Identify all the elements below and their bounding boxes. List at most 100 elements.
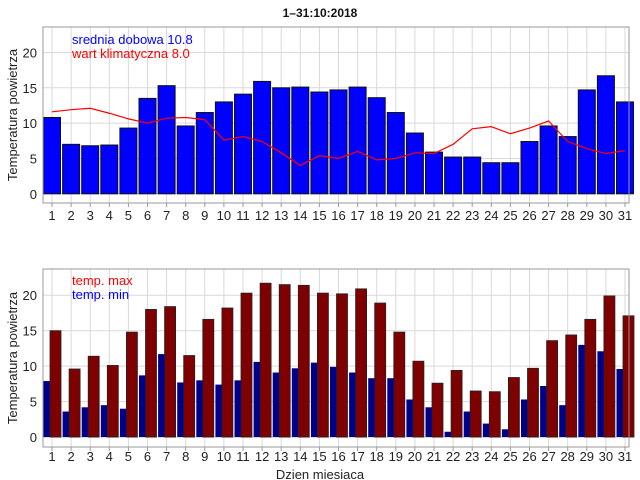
x-tick-label: 24 [484,208,498,223]
x-tick-label: 8 [182,449,189,464]
x-tick-label: 28 [560,449,574,464]
legend-climate: wart klimatyczna 8.0 [71,46,190,61]
max-bar-day-10 [221,307,234,438]
x-tick-label: 5 [125,449,132,464]
y-tick-label: 10 [23,359,37,374]
y-tick-label: 15 [23,81,37,96]
x-tick-label: 23 [465,449,479,464]
x-tick-label: 15 [312,208,326,223]
x-tick-label: 6 [144,449,151,464]
bar-day-19 [386,112,405,195]
max-bar-day-20 [412,360,425,438]
max-bar-day-25 [507,377,520,438]
bar-day-5 [119,127,138,195]
bar-day-2 [62,143,81,195]
max-bar-day-9 [202,318,215,438]
min-bar-day-24 [482,423,491,438]
x-tick-label: 2 [67,208,74,223]
x-tick-label: 18 [369,208,383,223]
min-bar-day-27 [540,386,549,438]
max-bar-day-16 [336,293,348,438]
x-tick-label: 19 [389,449,403,464]
min-bar-day-14 [291,368,300,438]
x-tick-label: 11 [236,208,250,223]
chart-title: 1–31:10:2018 [283,6,358,20]
bar-day-9 [195,112,214,195]
max-bar-day-1 [49,330,62,438]
bar-day-14 [291,86,310,195]
max-bar-day-28 [565,334,578,438]
bar-day-21 [425,151,443,195]
x-tick-label: 19 [389,208,403,223]
x-tick-label: 11 [236,449,250,464]
min-bar-day-28 [559,405,568,438]
x-tick-label: 25 [503,208,517,223]
legend-mean: srednia dobowa 10.8 [72,32,193,47]
x-tick-label: 13 [274,208,288,223]
x-tick-label: 14 [293,208,307,223]
legend-max: temp. max [72,273,133,288]
x-tick-label: 4 [106,208,113,223]
bar-day-16 [329,89,348,195]
bar-day-1 [43,116,61,195]
min-bar-day-31 [616,368,625,438]
min-bar-day-5 [119,408,128,438]
legend-min: temp. min [72,287,129,302]
y-axis-label-bottom: Temperatura powietrza [5,291,20,424]
min-bar-day-13 [272,372,281,438]
bar-day-18 [367,97,386,195]
x-tick-label: 2 [67,449,74,464]
max-bar-day-15 [316,292,329,438]
min-bar-day-15 [310,362,319,438]
max-bar-day-13 [278,284,291,438]
x-tick-label: 9 [201,208,208,223]
min-bar-day-22 [444,431,453,438]
bar-day-8 [176,125,195,195]
x-tick-label: 22 [446,449,460,464]
min-bar-day-4 [100,405,109,438]
x-tick-label: 3 [87,208,94,223]
max-bar-day-21 [431,382,444,438]
bar-day-3 [81,145,100,195]
x-tick-label: 30 [599,449,613,464]
bar-day-20 [405,132,424,195]
y-tick-label: 10 [23,116,37,131]
x-tick-label: 28 [560,208,574,223]
x-tick-label: 27 [541,449,555,464]
x-tick-label: 30 [599,208,613,223]
y-tick-label: 0 [30,187,37,202]
x-tick-label: 17 [350,449,364,464]
x-tick-label: 4 [106,449,113,464]
x-tick-label: 9 [201,449,208,464]
bar-day-31 [616,101,634,195]
min-bar-day-25 [501,429,510,438]
x-tick-label: 6 [144,208,151,223]
x-tick-label: 3 [87,449,94,464]
climate-norm-line [51,107,626,167]
x-tick-label: 16 [331,449,345,464]
bar-day-23 [463,156,482,195]
min-bar-day-1 [43,381,52,438]
x-axis-label: Dzien miesiaca [276,467,365,480]
max-bar-day-24 [488,391,501,438]
x-tick-label: 21 [427,208,441,223]
bar-day-7 [157,85,176,195]
max-bar-day-2 [68,368,81,438]
plot-frame [42,268,630,448]
x-tick-label: 14 [293,449,307,464]
min-bar-day-21 [425,407,434,438]
min-bar-day-9 [196,380,205,438]
x-tick-label: 16 [331,208,345,223]
bar-day-30 [596,75,615,195]
bar-day-6 [138,97,157,195]
bar-day-29 [577,89,596,195]
min-bar-day-26 [521,399,529,438]
x-tick-label: 20 [408,208,422,223]
x-tick-label: 5 [125,208,132,223]
min-bar-day-19 [387,378,396,438]
max-bar-day-22 [450,370,463,438]
x-tick-label: 15 [312,449,326,464]
